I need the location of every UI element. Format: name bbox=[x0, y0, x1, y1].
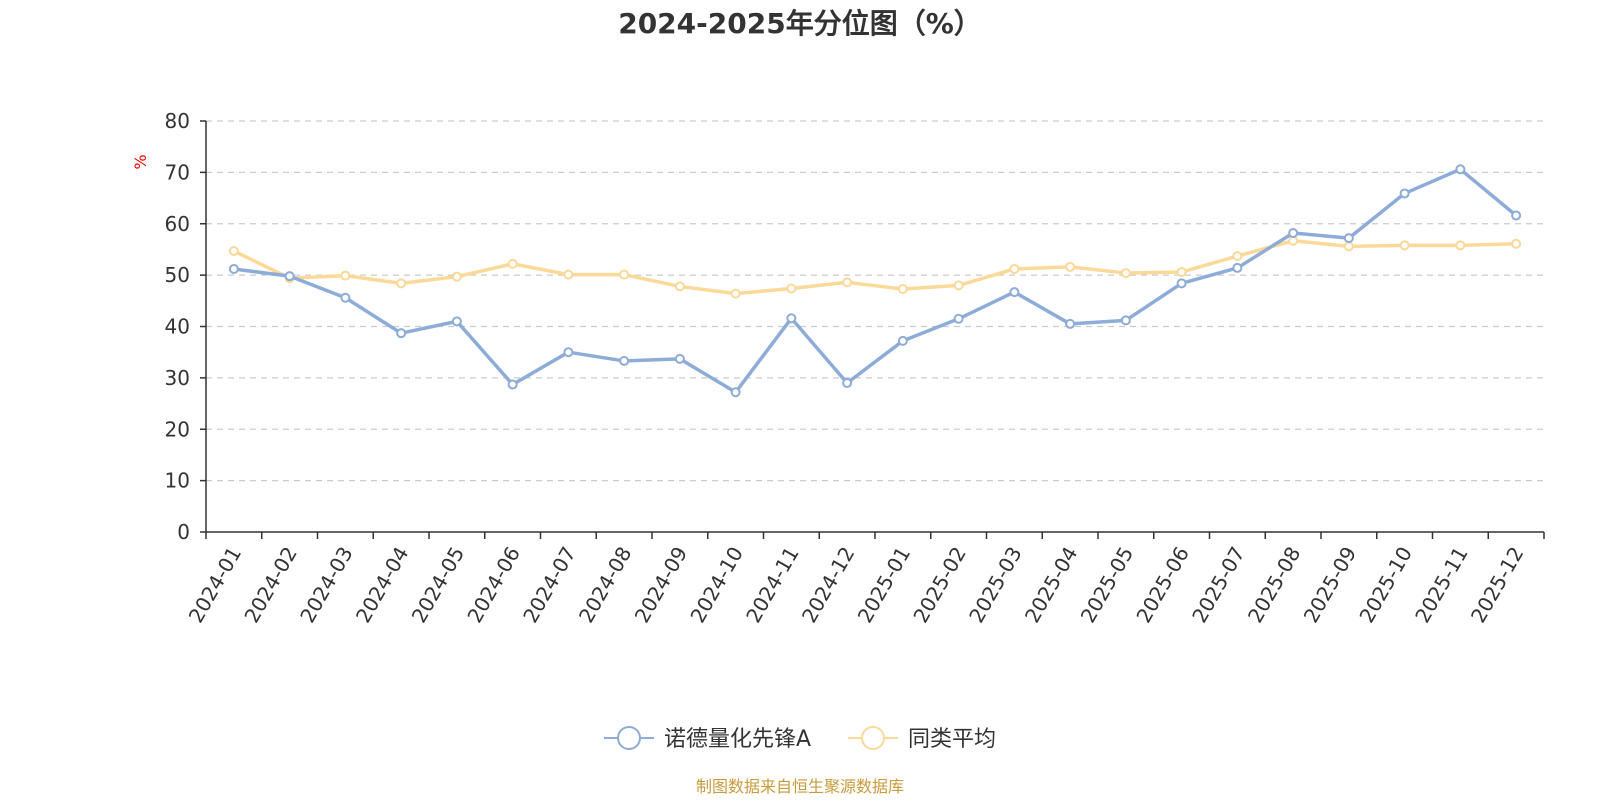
data-point[interactable] bbox=[619, 355, 630, 366]
legend-circle-icon bbox=[617, 726, 641, 750]
data-point[interactable] bbox=[1009, 263, 1020, 274]
x-tick-label: 2025-07 bbox=[1187, 543, 1250, 627]
grid-layer bbox=[206, 120, 1544, 482]
data-point[interactable] bbox=[1343, 241, 1354, 252]
data-point[interactable] bbox=[451, 316, 462, 327]
data-point[interactable] bbox=[507, 258, 518, 269]
data-point[interactable] bbox=[953, 313, 964, 324]
chart-title: 2024-2025年分位图（%） bbox=[618, 7, 982, 40]
data-point[interactable] bbox=[953, 280, 964, 291]
data-point[interactable] bbox=[730, 288, 741, 299]
data-point[interactable] bbox=[674, 353, 685, 364]
data-point[interactable] bbox=[897, 283, 908, 294]
x-tick-label: 2025-12 bbox=[1466, 543, 1529, 627]
legend-label: 同类平均 bbox=[908, 727, 996, 752]
data-point[interactable] bbox=[340, 292, 351, 303]
data-point[interactable] bbox=[396, 278, 407, 289]
x-tick-label: 2024-05 bbox=[407, 543, 470, 627]
y-tick-label: 20 bbox=[165, 417, 190, 441]
y-tick-label: 40 bbox=[165, 315, 190, 339]
legend-item[interactable]: 同类平均 bbox=[848, 726, 996, 752]
y-tick-label: 10 bbox=[165, 469, 190, 493]
data-point[interactable] bbox=[786, 283, 797, 294]
data-point[interactable] bbox=[507, 379, 518, 390]
x-tick-label: 2024-12 bbox=[797, 543, 860, 627]
data-point[interactable] bbox=[396, 328, 407, 339]
series-line bbox=[232, 167, 1518, 395]
data-point[interactable] bbox=[1176, 278, 1187, 289]
data-source-note: 制图数据来自恒生聚源数据库 bbox=[696, 777, 904, 796]
data-point[interactable] bbox=[1232, 251, 1243, 262]
data-point[interactable] bbox=[1343, 233, 1354, 244]
x-tick-label: 2025-04 bbox=[1020, 543, 1083, 627]
data-point[interactable] bbox=[842, 277, 853, 288]
data-point[interactable] bbox=[619, 269, 630, 280]
x-tick-label: 2024-04 bbox=[351, 543, 414, 627]
y-tick-label: 30 bbox=[165, 366, 190, 390]
data-point[interactable] bbox=[1120, 315, 1131, 326]
x-tick-label: 2024-03 bbox=[295, 543, 358, 627]
legend-label: 诺德量化先锋A bbox=[664, 727, 811, 752]
x-tick-label: 2024-02 bbox=[239, 543, 302, 627]
x-tick-label: 2024-06 bbox=[462, 543, 525, 627]
series-0 bbox=[228, 164, 1522, 398]
data-point[interactable] bbox=[228, 263, 239, 274]
y-tick-label: 50 bbox=[165, 263, 190, 287]
x-tick-label: 2024-11 bbox=[741, 543, 804, 627]
data-point[interactable] bbox=[1232, 262, 1243, 273]
data-point[interactable] bbox=[563, 269, 574, 280]
x-tick-label: 2025-10 bbox=[1354, 543, 1417, 627]
data-point[interactable] bbox=[1065, 318, 1076, 329]
y-tick-label: 60 bbox=[165, 212, 190, 236]
x-tick-label: 2025-05 bbox=[1076, 543, 1139, 627]
x-tick-label: 2025-08 bbox=[1243, 543, 1306, 627]
x-tick-label: 2025-01 bbox=[853, 543, 916, 627]
series-layer bbox=[228, 164, 1522, 398]
y-tick-label: 70 bbox=[165, 160, 190, 184]
data-point[interactable] bbox=[1511, 210, 1522, 221]
x-tick-label: 2024-09 bbox=[630, 543, 693, 627]
y-tick-label: 80 bbox=[165, 109, 190, 133]
series-line bbox=[232, 238, 1518, 296]
data-point[interactable] bbox=[1511, 238, 1522, 249]
data-point[interactable] bbox=[674, 281, 685, 292]
data-point[interactable] bbox=[284, 271, 295, 282]
x-tick-label: 2025-11 bbox=[1410, 543, 1473, 627]
y-axis-unit-label: % bbox=[131, 154, 150, 169]
data-point[interactable] bbox=[1455, 164, 1466, 175]
legend-circle-icon bbox=[861, 726, 885, 750]
x-tick-label: 2025-02 bbox=[908, 543, 971, 627]
x-tick-label: 2024-07 bbox=[518, 543, 581, 627]
x-tick-label: 2025-09 bbox=[1299, 543, 1362, 627]
data-point[interactable] bbox=[451, 271, 462, 282]
legend-item[interactable]: 诺德量化先锋A bbox=[604, 726, 811, 752]
series-1 bbox=[228, 235, 1522, 299]
data-point[interactable] bbox=[1399, 188, 1410, 199]
data-point[interactable] bbox=[228, 245, 239, 256]
data-point[interactable] bbox=[1120, 268, 1131, 279]
axis-layer: 010203040506070802024-012024-022024-0320… bbox=[165, 109, 1545, 627]
data-point[interactable] bbox=[1009, 287, 1020, 298]
data-point[interactable] bbox=[786, 313, 797, 324]
data-point[interactable] bbox=[730, 387, 741, 398]
data-point[interactable] bbox=[1399, 240, 1410, 251]
x-tick-label: 2024-08 bbox=[574, 543, 637, 627]
legend: 诺德量化先锋A 同类平均 bbox=[604, 726, 996, 752]
x-tick-label: 2024-10 bbox=[685, 543, 748, 627]
data-point[interactable] bbox=[897, 335, 908, 346]
y-tick-label: 0 bbox=[177, 520, 190, 544]
data-point[interactable] bbox=[1176, 267, 1187, 278]
data-point[interactable] bbox=[842, 378, 853, 389]
x-tick-label: 2025-06 bbox=[1131, 543, 1194, 627]
data-point[interactable] bbox=[563, 347, 574, 358]
data-point[interactable] bbox=[1288, 227, 1299, 238]
x-tick-label: 2025-03 bbox=[964, 543, 1027, 627]
data-point[interactable] bbox=[1455, 240, 1466, 251]
data-point[interactable] bbox=[340, 270, 351, 281]
data-point[interactable] bbox=[1065, 261, 1076, 272]
x-tick-label: 2024-01 bbox=[184, 543, 247, 627]
